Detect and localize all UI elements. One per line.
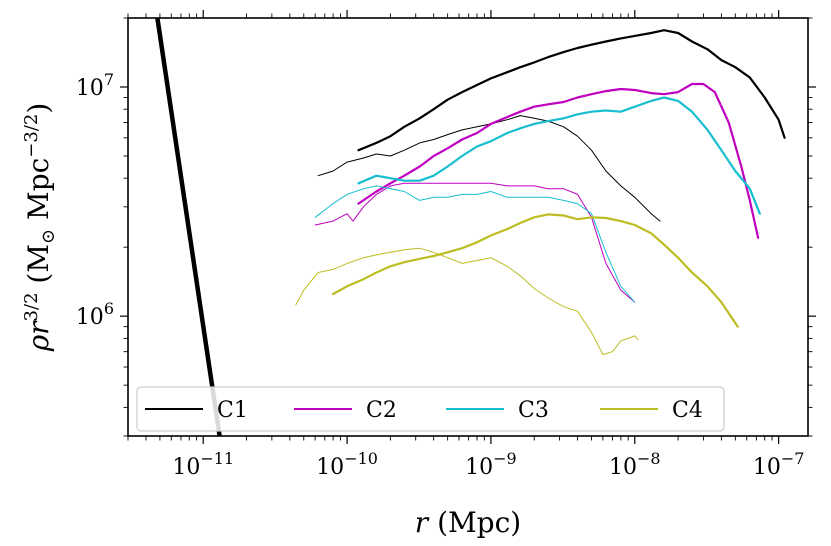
legend-label-c1: C1	[217, 398, 248, 423]
x-axis-label: r (Mpc)	[415, 506, 521, 539]
series-line-c1-thin	[317, 115, 661, 222]
series-line-c3	[357, 96, 761, 215]
series-line-c2-thin	[314, 182, 636, 303]
series-line-c4-thin	[295, 247, 639, 356]
legend-label-c4: C4	[672, 398, 703, 423]
x-tick-label: 10−7	[753, 449, 805, 480]
tick-layer: 10−11 10−10 10−9 10−8 10−7 106 107	[76, 10, 816, 480]
x-tick-label: 10−9	[465, 449, 517, 480]
legend: C1 C2 C3 C4	[136, 386, 725, 432]
legend-box	[136, 386, 725, 432]
y-tick-label: 107	[76, 70, 114, 101]
series-line-c1	[357, 29, 786, 152]
legend-label-c3: C3	[518, 398, 549, 423]
series-line-c4	[332, 213, 739, 328]
y-tick-label: 106	[76, 299, 114, 330]
x-tick-label: 10−11	[172, 449, 234, 480]
y-axis-label: ρr3/2 (M⊙ Mpc−3/2)	[21, 103, 59, 353]
plot-frame	[127, 17, 809, 437]
series-line-c2	[357, 82, 760, 239]
legend-label-c2: C2	[366, 398, 397, 423]
x-tick-label: 10−10	[316, 449, 378, 480]
series-line-reference	[155, 18, 222, 436]
series-layer	[155, 18, 786, 436]
x-tick-label: 10−8	[609, 449, 661, 480]
series-line-c3-thin	[314, 185, 636, 303]
